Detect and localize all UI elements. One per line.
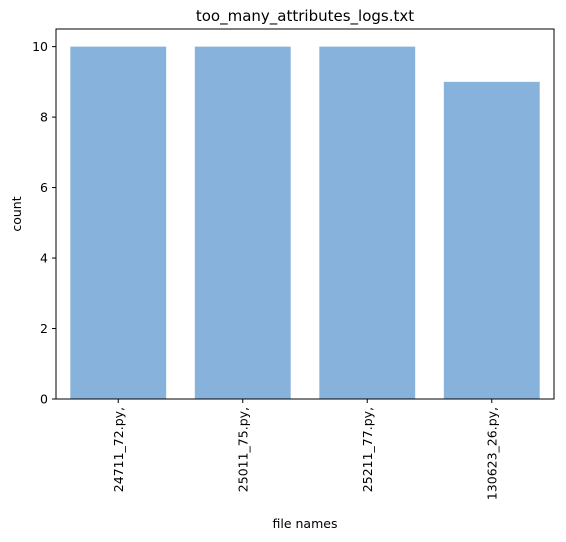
- x-tick-label: 25211_77.py,: [360, 407, 375, 492]
- y-axis-ticks: 0 2 4 6 8 10: [32, 39, 56, 407]
- y-tick-label: 4: [40, 251, 48, 266]
- y-tick-label: 0: [40, 392, 48, 407]
- plot-frame: [55, 28, 555, 400]
- y-axis-label: count: [9, 196, 24, 231]
- x-tick-label: 25011_75.py,: [235, 407, 250, 492]
- y-tick-label: 6: [40, 180, 48, 195]
- x-axis-ticks: 24711_72.py, 25011_75.py, 25211_77.py, 1306…: [111, 399, 499, 500]
- bar-2: [194, 46, 291, 400]
- bars: [70, 46, 540, 400]
- y-tick-label: 2: [40, 321, 48, 336]
- y-tick-label: 10: [32, 39, 48, 54]
- chart-title: too_many_attributes_logs.txt: [196, 7, 414, 26]
- x-tick-label: 130623_26.py,: [484, 407, 499, 500]
- x-axis-label: file names: [273, 516, 338, 531]
- bar-1: [70, 46, 167, 400]
- bar-3: [319, 46, 416, 400]
- y-tick-label: 8: [40, 110, 48, 125]
- bar-4: [443, 81, 540, 400]
- x-tick-label: 24711_72.py,: [111, 407, 126, 492]
